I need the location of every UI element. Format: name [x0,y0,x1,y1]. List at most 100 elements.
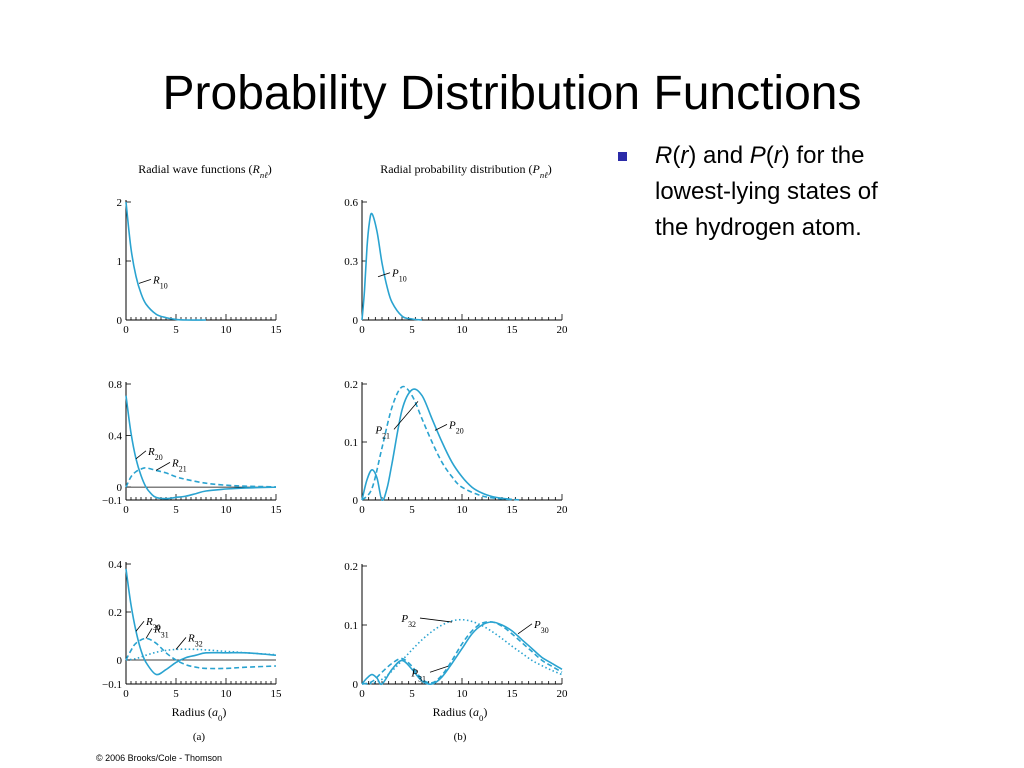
bullet-P-symbol: P [749,142,766,169]
curve-label-P10-b1: P10 [391,268,407,284]
x-tick-label-b1: 5 [409,324,415,336]
y-tick-label-b1: 0.6 [344,197,358,209]
y-tick-label-b3: 0 [353,679,359,691]
label-leader-R20-a2 [135,450,147,460]
y-tick-label-a1: 1 [117,256,123,268]
panel-caption-b3: (b) [454,731,467,743]
copyright-note: © 2006 Brooks/Cole - Thomson [96,753,223,763]
x-tick-label-a1: 0 [123,324,129,336]
label-leader-P21-b2 [393,401,419,430]
curve-R20-a2 [125,395,277,500]
curve-label-P32-b3: P32 [400,613,416,629]
y-tick-label-b1: 0.3 [344,256,358,268]
curve-R21-a2 [125,466,277,488]
x-tick-label-b1: 10 [457,324,469,336]
x-tick-label-b3: 5 [409,688,415,700]
label-leader-R10-a1 [138,279,152,284]
y-tick-label-b2: 0.2 [344,379,358,391]
x-tick-label-b2: 15 [507,504,519,516]
label-leader-R30-a3 [135,620,145,632]
y-tick-label-a2: 0 [117,482,123,494]
slide-title: Probability Distribution Functions [162,67,862,120]
label-leader-P10-b1 [377,272,391,278]
bullet-line-2: lowest-lying states of [655,178,878,205]
bullet-r-var-1: r [680,142,689,169]
curve-P31-b3 [361,621,563,685]
bullet-text: R(r) and P(r) for the lowest-lying state… [655,142,878,241]
x-tick-label-b2: 0 [359,504,365,516]
y-tick-label-a3: −0.1 [102,679,122,691]
x-tick-label-b3: 15 [507,688,519,700]
y-tick-label-b3: 0.1 [344,620,358,632]
x-tick-label-b1: 15 [507,324,519,336]
y-tick-label-b2: 0 [353,495,359,507]
x-tick-label-b2: 10 [457,504,469,516]
x-tick-label-b1: 20 [557,324,569,336]
curve-R30-a3 [125,568,277,676]
y-tick-label-a2: 0.8 [108,379,122,391]
figure: Radial wave functions (Rnℓ) 0 5 10 15 0 1 2 R10 R… [102,162,569,743]
x-axis-label-b3: Radius (a0) [433,705,488,723]
bullet-and: and [703,142,744,169]
bullet-R-symbol: R [655,142,673,169]
bullet-square-icon [618,152,627,161]
x-tick-label-b2: 20 [557,504,569,516]
y-tick-label-a2: −0.1 [102,495,122,507]
y-tick-label-a1: 0 [117,315,123,327]
curve-label-P20-b2: P20 [448,419,464,435]
panel-header-b1: Radial probability distribution (Pnℓ) [380,162,552,180]
curve-R32-a3 [125,648,277,661]
curve-label-R20-a2: R20 [147,446,163,462]
curve-label-R31-a3: R31 [153,623,169,639]
x-tick-label-b3: 10 [457,688,469,700]
x-tick-label-a1: 5 [173,324,179,336]
y-tick-label-a3: 0 [117,655,123,667]
label-leader-P30-b3 [517,623,533,635]
curve-P30-b3 [361,621,563,686]
y-tick-label-b1: 0 [353,315,359,327]
y-tick-label-a2: 0.4 [108,431,122,443]
label-leader-R31-a3 [145,628,153,639]
curve-P32-b3 [361,618,563,685]
x-tick-label-a1: 10 [221,324,233,336]
y-tick-label-b3: 0.2 [344,561,358,573]
curve-label-P31-b3: P31 [410,667,426,683]
x-tick-label-a2: 15 [271,504,283,516]
curve-label-R32-a3: R32 [187,632,203,648]
curve-R10-a1 [125,201,207,321]
x-tick-label-a3: 10 [221,688,233,700]
x-tick-label-b3: 0 [359,688,365,700]
x-tick-label-a2: 5 [173,504,179,516]
label-leader-P20-b2 [434,424,448,431]
y-tick-label-a3: 0.4 [108,559,122,571]
x-tick-label-a1: 15 [271,324,283,336]
x-tick-label-a3: 0 [123,688,129,700]
x-tick-label-a3: 5 [173,688,179,700]
label-leader-P31-b3 [429,665,449,673]
label-leader-R21-a2 [155,462,171,471]
curve-label-R10-a1: R10 [152,274,168,290]
curve-P20-b2 [361,388,513,502]
bullet-line-3: the hydrogen atom. [655,214,862,241]
bullet-tail: for the [796,142,865,169]
panel-header-a1: Radial wave functions (Rnℓ) [138,162,272,180]
x-tick-label-b2: 5 [409,504,415,516]
curve-R31-a3 [125,637,277,670]
x-tick-label-b1: 0 [359,324,365,336]
x-tick-label-a2: 10 [221,504,233,516]
panel-caption-a3: (a) [193,731,206,743]
x-tick-label-b3: 20 [557,688,569,700]
y-tick-label-a1: 2 [117,197,123,209]
curve-P10-b1 [361,212,423,321]
x-axis-label-a3: Radius (a0) [172,705,227,723]
x-tick-label-a3: 15 [271,688,283,700]
label-leader-P32-b3 [419,617,453,623]
label-leader-R32-a3 [175,637,187,650]
x-tick-label-a2: 0 [123,504,129,516]
bullet-r-var-2: r [773,142,782,169]
curve-label-R30-a3: R30 [145,616,161,632]
y-tick-label-a3: 0.2 [108,607,122,619]
curve-label-R21-a2: R21 [171,457,187,473]
y-tick-label-b2: 0.1 [344,437,358,449]
curve-label-P21-b2: P21 [374,424,390,440]
